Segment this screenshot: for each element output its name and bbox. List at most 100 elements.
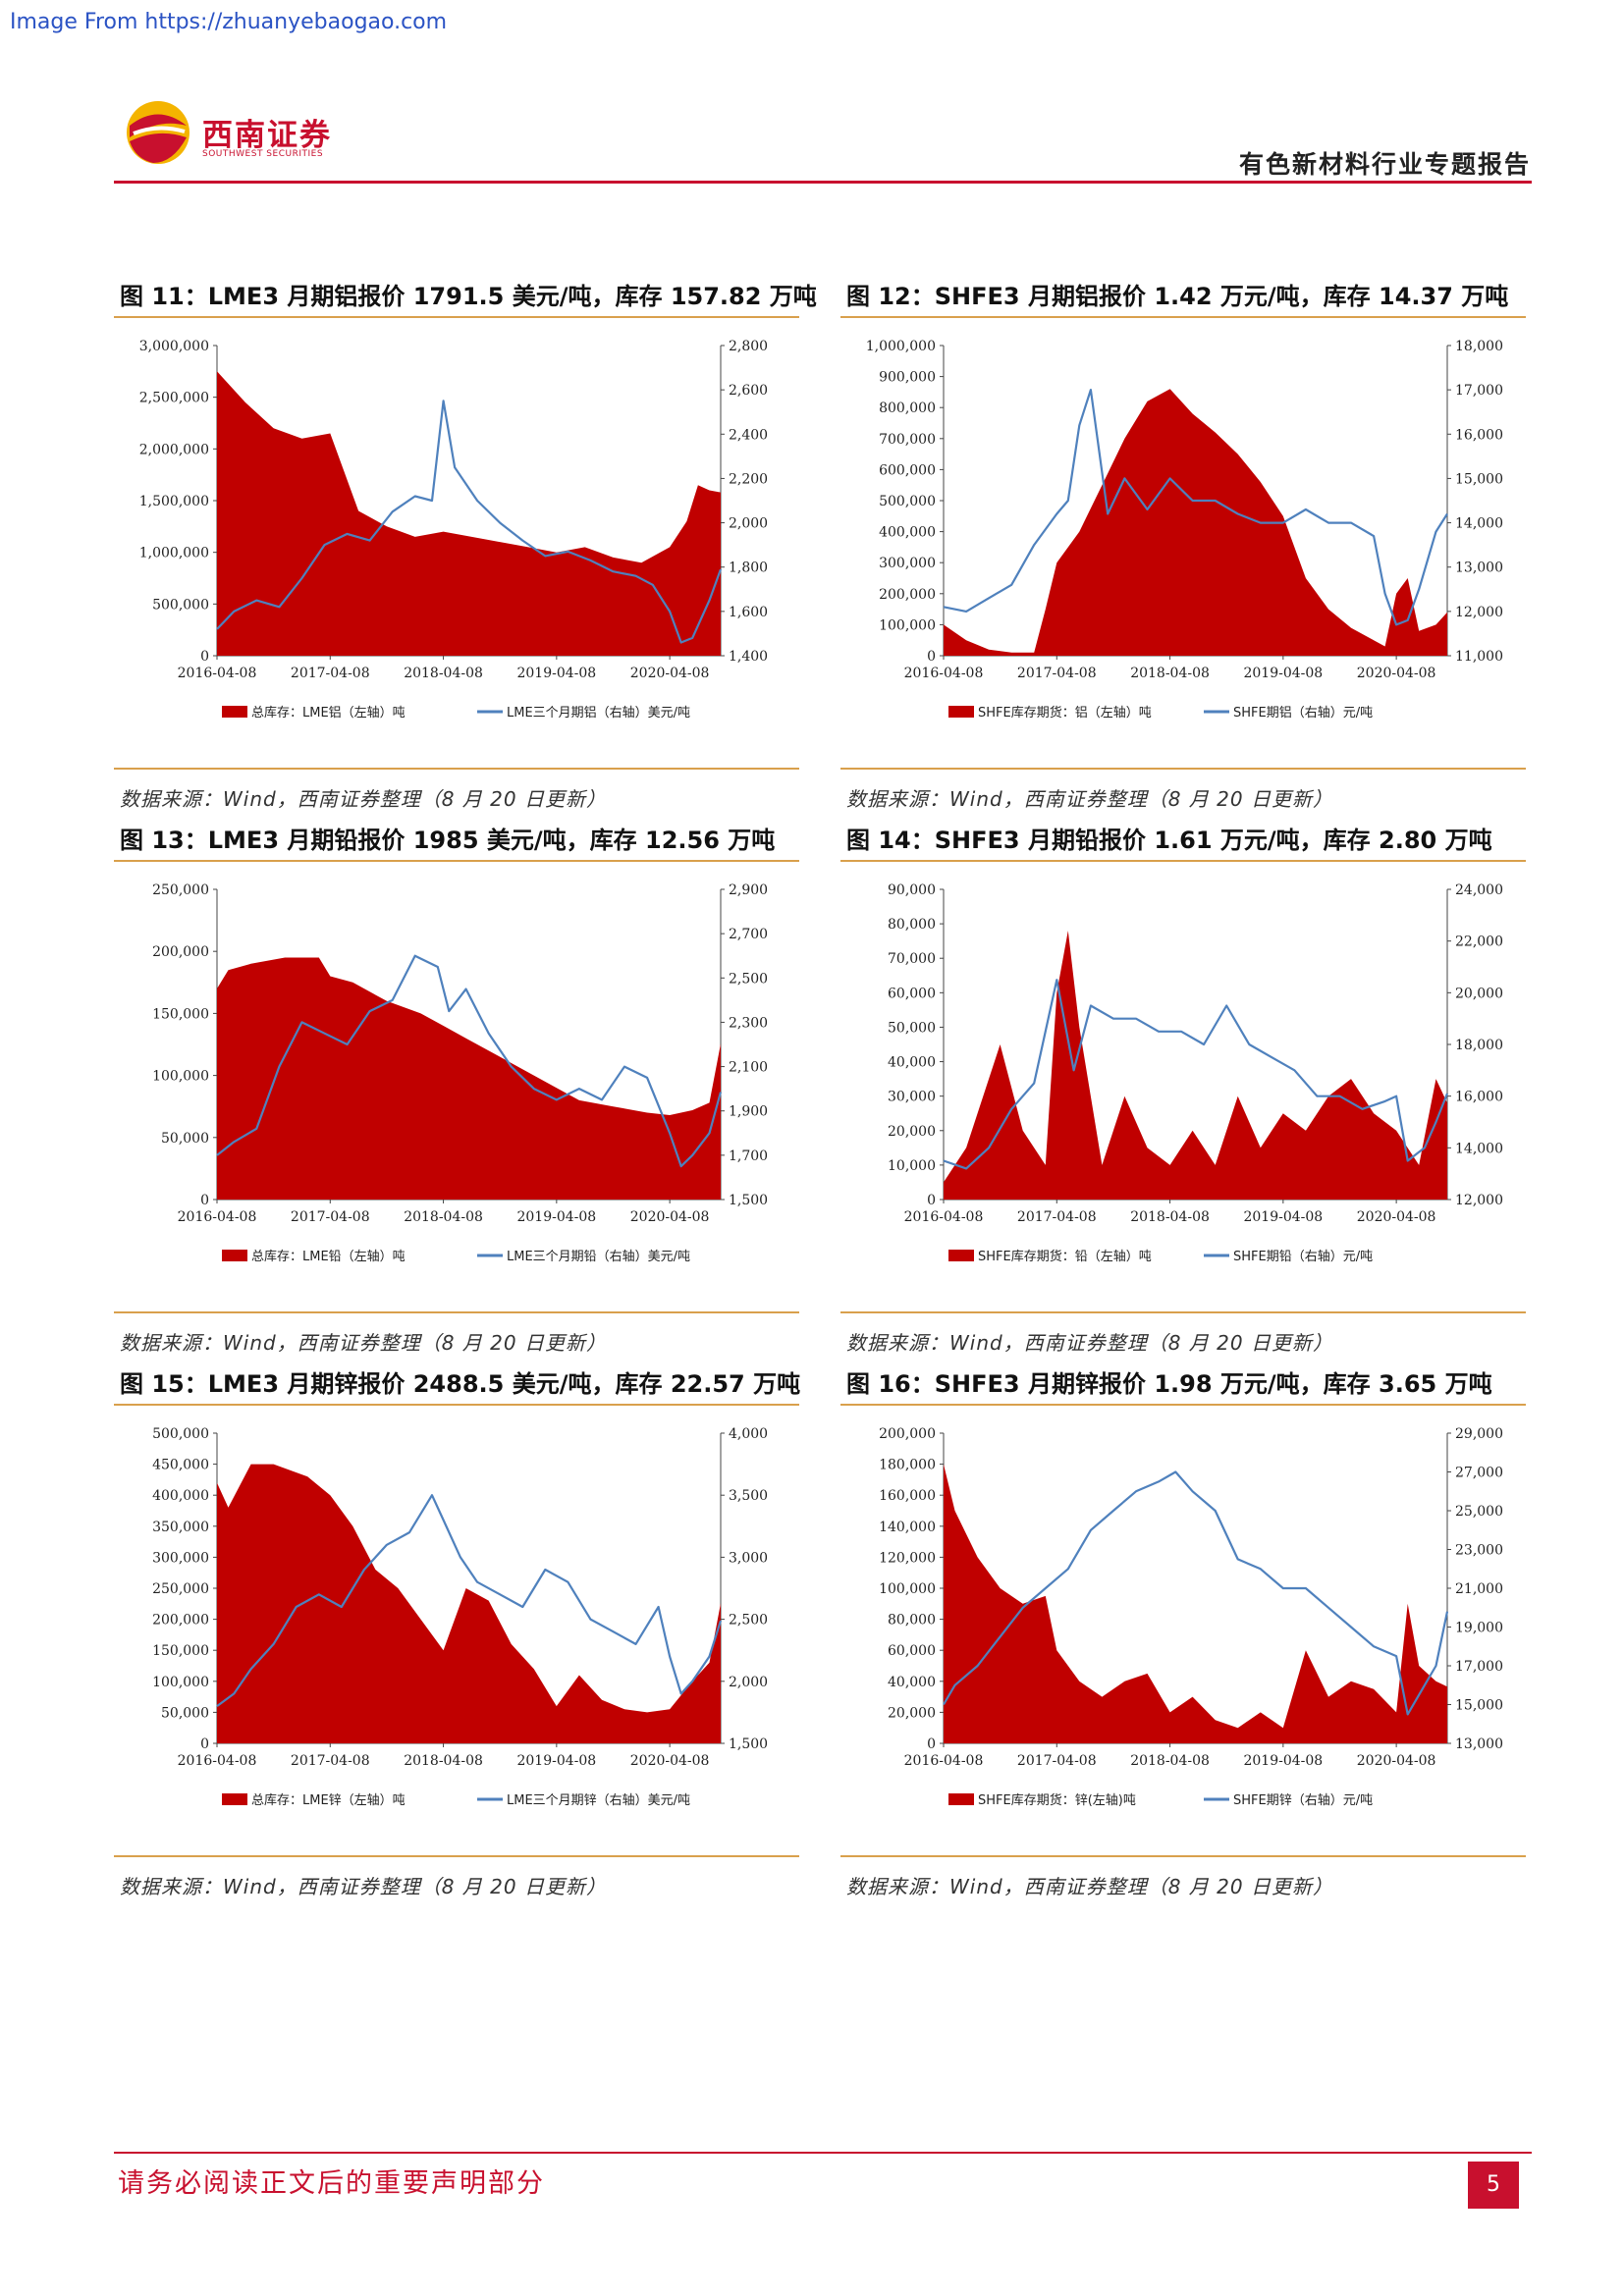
chart-figure-16: 0 20,000 40,000 60,000 80,000 100,000 120,000 1…: [879, 1426, 1503, 1808]
right-tick-label: 27,000: [1455, 1466, 1503, 1481]
x-tick-label: 2018-04-08: [404, 1753, 483, 1769]
x-tick-label: 2018-04-08: [404, 1209, 483, 1225]
left-tick-label: 10,000: [888, 1158, 936, 1174]
right-tick-label: 14,000: [1455, 516, 1503, 532]
figure-rule-bottom: [114, 768, 799, 770]
left-tick-label: 0: [927, 1193, 936, 1208]
x-tick-label: 2016-04-08: [904, 666, 984, 681]
left-tick-label: 80,000: [888, 1613, 936, 1629]
left-tick-label: 40,000: [888, 1055, 936, 1071]
series-area-inventory: [217, 957, 721, 1200]
left-tick-label: 1,000,000: [866, 339, 936, 354]
series-line-price: [216, 954, 723, 1168]
right-tick-label: 2,200: [729, 471, 768, 487]
left-tick-label: 1,500,000: [139, 494, 209, 509]
legend-swatch-area: [948, 1793, 974, 1805]
right-tick-label: 29,000: [1455, 1426, 1503, 1442]
right-tick-label: 2,700: [729, 927, 768, 942]
left-tick-label: 20,000: [888, 1124, 936, 1140]
left-tick-label: 50,000: [161, 1131, 209, 1147]
header-divider: [114, 181, 1532, 184]
figure-rule-bottom: [840, 1855, 1526, 1857]
right-tick-label: 19,000: [1455, 1621, 1503, 1636]
x-tick-label: 2017-04-08: [291, 666, 370, 681]
right-tick-label: 16,000: [1455, 1090, 1503, 1105]
legend-label: LME三个月期锌（右轴）美元/吨: [507, 1793, 690, 1808]
left-tick-label: 0: [200, 1736, 209, 1752]
x-tick-label: 2016-04-08: [904, 1753, 984, 1769]
left-tick-label: 1,000,000: [139, 546, 209, 561]
series-line-price: [943, 388, 1448, 626]
left-tick-label: 300,000: [879, 556, 936, 571]
left-tick-label: 500,000: [152, 1426, 209, 1442]
x-tick-label: 2020-04-08: [630, 1753, 710, 1769]
legend-label: 总库存：LME锌（左轴）吨: [251, 1792, 406, 1808]
x-tick-label: 2017-04-08: [291, 1209, 370, 1225]
figure-title: 图 11：LME3 月期铝报价 1791.5 美元/吨，库存 157.82 万吨: [120, 283, 817, 310]
left-tick-label: 90,000: [888, 882, 936, 898]
legend-label: SHFE库存期货：铅（左轴）吨: [978, 1249, 1152, 1264]
figure-rule-top: [114, 1404, 799, 1406]
series-area-inventory: [944, 931, 1447, 1200]
figure-rule-top: [114, 316, 799, 318]
right-tick-label: 1,900: [729, 1104, 768, 1120]
right-tick-label: 16,000: [1455, 427, 1503, 443]
report-title: 有色新材料行业专题报告: [1238, 150, 1531, 179]
chart-figure-12: 0 100,000 200,000 300,000 400,000 500,000 600,…: [866, 339, 1503, 721]
right-tick-label: 1,600: [729, 605, 768, 620]
left-tick-label: 400,000: [879, 525, 936, 541]
right-tick-label: 2,400: [729, 427, 768, 443]
right-tick-label: 12,000: [1455, 1193, 1503, 1208]
figure-source: 数据来源：Wind，西南证券整理（8 月 20 日更新）: [846, 1331, 1333, 1355]
x-tick-label: 2017-04-08: [291, 1753, 370, 1769]
left-tick-label: 100,000: [879, 1581, 936, 1597]
x-tick-label: 2018-04-08: [404, 666, 483, 681]
footer-divider: [114, 2152, 1532, 2154]
legend-swatch-area: [222, 706, 247, 718]
brand-logo: 西南证券 SOUTHWEST SECURITIES: [124, 98, 340, 167]
series-line-price: [943, 1470, 1449, 1716]
x-tick-label: 2019-04-08: [1243, 666, 1323, 681]
figure-rule-bottom: [114, 1855, 799, 1857]
right-tick-label: 13,000: [1455, 1736, 1503, 1752]
right-tick-label: 1,800: [729, 561, 768, 576]
legend-label: SHFE库存期货：锌(左轴)吨: [978, 1792, 1136, 1808]
figure-title: 图 16：SHFE3 月期锌报价 1.98 万元/吨，库存 3.65 万吨: [846, 1370, 1492, 1398]
left-tick-label: 2,500,000: [139, 391, 209, 406]
left-tick-label: 600,000: [879, 462, 936, 478]
figure-rule-top: [840, 316, 1526, 318]
right-tick-label: 3,500: [729, 1488, 768, 1504]
left-tick-label: 900,000: [879, 370, 936, 386]
right-tick-label: 18,000: [1455, 339, 1503, 354]
figure-source: 数据来源：Wind，西南证券整理（8 月 20 日更新）: [120, 1331, 607, 1355]
left-tick-label: 700,000: [879, 432, 936, 448]
figure-rule-bottom: [840, 1311, 1526, 1313]
x-tick-label: 2020-04-08: [1357, 666, 1436, 681]
legend-label: SHFE库存期货：铝（左轴）吨: [978, 705, 1152, 721]
figure-rule-top: [840, 860, 1526, 862]
right-tick-label: 2,500: [729, 1613, 768, 1629]
figure-title: 图 13：LME3 月期铅报价 1985 美元/吨，库存 12.56 万吨: [120, 827, 776, 854]
chart-figure-11: 0 500,000 1,000,000 1,500,000 2,000,000 2,500…: [139, 339, 768, 721]
footer-disclaimer-note: 请务必阅读正文后的重要声明部分: [118, 2168, 545, 2199]
x-tick-label: 2020-04-08: [1357, 1753, 1436, 1769]
right-tick-label: 1,400: [729, 649, 768, 665]
right-tick-label: 1,700: [729, 1148, 768, 1164]
left-tick-label: 20,000: [888, 1705, 936, 1721]
left-tick-label: 250,000: [152, 1581, 209, 1597]
series-area-inventory: [944, 389, 1447, 656]
legend-label: LME三个月期铝（右轴）美元/吨: [507, 706, 690, 721]
chart-figure-15: 0 50,000 100,000 150,000 200,000 250,000 300,0…: [152, 1426, 768, 1808]
right-tick-label: 1,500: [729, 1193, 768, 1208]
figure-title: 图 12：SHFE3 月期铝报价 1.42 万元/吨，库存 14.37 万吨: [846, 283, 1509, 310]
series-area-inventory: [217, 1464, 721, 1743]
right-tick-label: 4,000: [729, 1426, 768, 1442]
legend-swatch-area: [948, 1250, 974, 1261]
figure-source: 数据来源：Wind，西南证券整理（8 月 20 日更新）: [846, 787, 1333, 811]
left-tick-label: 2,000,000: [139, 442, 209, 457]
right-tick-label: 15,000: [1455, 471, 1503, 487]
figure-title: 图 14：SHFE3 月期铅报价 1.61 万元/吨，库存 2.80 万吨: [846, 827, 1492, 854]
legend-label: SHFE期铝（右轴）元/吨: [1233, 706, 1373, 721]
legend-label: SHFE期锌（右轴）元/吨: [1233, 1793, 1373, 1808]
x-tick-label: 2018-04-08: [1130, 666, 1210, 681]
